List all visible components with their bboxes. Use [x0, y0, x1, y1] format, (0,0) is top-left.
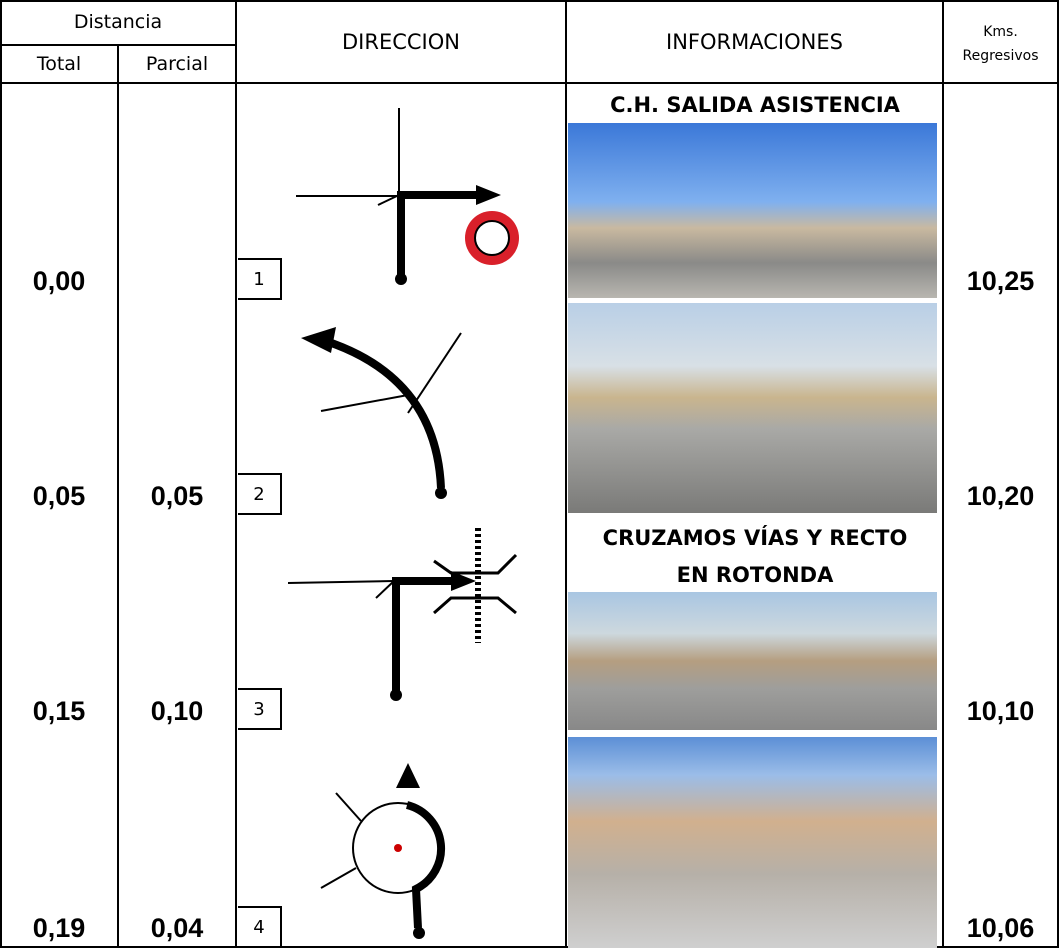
border: [117, 45, 119, 948]
border: [235, 0, 237, 948]
total: 0,00: [32, 266, 86, 296]
kms: 10,10: [966, 696, 1035, 726]
photo: [568, 303, 937, 513]
info-title: CRUZAMOS VÍAS Y RECTO EN ROTONDA: [602, 526, 908, 587]
total: 0,05: [32, 481, 86, 511]
header-direction: DIRECCION: [342, 29, 460, 54]
total: 0,15: [32, 696, 86, 726]
partial: 0,10: [150, 696, 204, 726]
photo: [568, 123, 937, 298]
step-number: 3: [238, 688, 282, 730]
header-total: Total: [36, 53, 82, 75]
border: [0, 0, 1059, 2]
photo: [568, 737, 937, 948]
direction-diagrams: [287, 108, 519, 939]
info-title: C.H. SALIDA ASISTENCIA: [610, 93, 900, 117]
header-partial: Parcial: [145, 53, 209, 75]
step-number: 4: [238, 906, 282, 948]
border: [0, 0, 2, 948]
step-number: 2: [238, 473, 282, 515]
header-info: INFORMACIONES: [666, 29, 843, 54]
kms: 10,06: [966, 913, 1035, 943]
border: [0, 82, 1059, 84]
border: [565, 0, 567, 948]
border: [0, 44, 237, 46]
kms: 10,20: [966, 481, 1035, 511]
header-kms: Kms.: [983, 24, 1018, 40]
border: [0, 946, 1059, 948]
header-kms: Regresivos: [962, 48, 1039, 64]
border: [942, 0, 944, 948]
border: [1057, 0, 1059, 948]
partial: 0,04: [150, 913, 204, 943]
partial: 0,05: [150, 481, 204, 511]
total: 0,19: [32, 913, 86, 943]
photo: [568, 592, 937, 730]
header-distance: Distancia: [73, 11, 163, 33]
step-number: 1: [238, 258, 282, 300]
kms: 10,25: [966, 266, 1035, 296]
